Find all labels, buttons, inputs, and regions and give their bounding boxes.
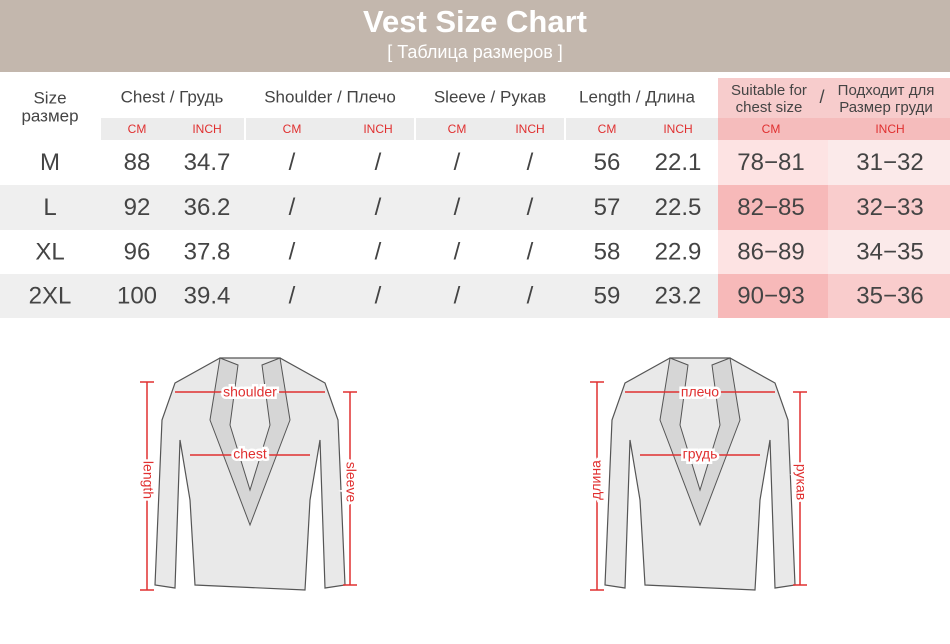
- column-header: Length / Длина: [579, 87, 695, 106]
- cell: 22.5: [655, 194, 702, 221]
- cell: 88: [124, 149, 151, 176]
- jacket-diagram: shoulder chest length sleeve: [138, 357, 362, 591]
- cell: 96: [124, 238, 151, 265]
- cell: /: [454, 149, 461, 176]
- length-label: length: [140, 461, 156, 499]
- suitable-header: Размер груди: [839, 99, 933, 116]
- cell: 36.2: [184, 194, 231, 221]
- column-header: Shoulder / Плечо: [264, 87, 396, 106]
- suitable-header: Suitable for: [731, 82, 807, 99]
- row-bg: [0, 140, 718, 185]
- cell: 22.9: [655, 238, 702, 265]
- cell: /: [527, 194, 534, 221]
- cell: /: [375, 149, 382, 176]
- cell: /: [289, 149, 296, 176]
- size-header: Size: [33, 88, 66, 107]
- cell: 92: [124, 194, 151, 221]
- jacket-outline: [604, 357, 796, 591]
- cell: 37.8: [184, 238, 231, 265]
- unit-label: INCH: [363, 122, 392, 136]
- unit-label: CM: [598, 122, 617, 136]
- row-bg: [0, 230, 718, 274]
- unit-label: CM: [128, 122, 147, 136]
- suitable-cm-bg: [718, 274, 828, 318]
- cell: /: [375, 282, 382, 309]
- title-band: [0, 0, 950, 72]
- cell: /: [454, 238, 461, 265]
- unit-label: INCH: [515, 122, 544, 136]
- unit-label: CM: [448, 122, 467, 136]
- cell: /: [527, 238, 534, 265]
- cell: 58: [594, 238, 621, 265]
- cell: 90−93: [737, 282, 804, 309]
- cell: 56: [594, 149, 621, 176]
- suitable-header: chest size: [736, 99, 803, 116]
- cell: M: [40, 149, 60, 176]
- cell: XL: [35, 238, 64, 265]
- cell: 57: [594, 194, 621, 221]
- jacket-outline: [154, 357, 346, 591]
- cell: 34−35: [856, 238, 923, 265]
- cell: 34.7: [184, 149, 231, 176]
- cell: /: [289, 282, 296, 309]
- cell: 100: [117, 282, 157, 309]
- cell: 31−32: [856, 149, 923, 176]
- unit-label: CM: [762, 122, 781, 136]
- row-bg: [0, 185, 718, 230]
- cell: 39.4: [184, 282, 231, 309]
- cell: /: [289, 238, 296, 265]
- cell: 23.2: [655, 282, 702, 309]
- cell: 82−85: [737, 194, 804, 221]
- suitable-inch-bg: [828, 140, 950, 185]
- cell: L: [43, 194, 56, 221]
- cell: /: [527, 282, 534, 309]
- suitable-cm-bg: [718, 185, 828, 230]
- column-header: Chest / Грудь: [121, 87, 224, 106]
- cell: /: [454, 194, 461, 221]
- shoulder-label: shoulder: [223, 384, 277, 400]
- suitable-header: Подходит для: [838, 82, 935, 99]
- shoulder-label: плечо: [681, 384, 719, 400]
- cell: 78−81: [737, 149, 804, 176]
- suitable-inch-bg: [828, 185, 950, 230]
- title: Vest Size Chart: [363, 4, 587, 39]
- suitable-cm-bg: [718, 140, 828, 185]
- subtitle: [ Таблица размеров ]: [387, 42, 563, 62]
- cell: 86−89: [737, 238, 804, 265]
- cell: /: [289, 194, 296, 221]
- sleeve-label: sleeve: [343, 462, 359, 503]
- cell: /: [375, 238, 382, 265]
- suitable-inch-bg: [828, 274, 950, 318]
- suitable-unit-bg: [718, 118, 950, 140]
- cell: /: [527, 149, 534, 176]
- cell: 2XL: [29, 282, 72, 309]
- row-bg: [0, 274, 718, 318]
- cell: 59: [594, 282, 621, 309]
- header-row-bg: [0, 78, 718, 118]
- cell: /: [454, 282, 461, 309]
- suitable-header-bg: [718, 78, 950, 118]
- cell: /: [375, 194, 382, 221]
- size-header: размер: [21, 106, 78, 125]
- chest-label: chest: [233, 446, 267, 462]
- unit-label: INCH: [663, 122, 692, 136]
- jacket-diagram: плечо грудь длина рукав: [585, 357, 812, 591]
- unit-label: INCH: [875, 122, 904, 136]
- unit-label: INCH: [192, 122, 221, 136]
- sleeve-label: рукав: [793, 464, 809, 500]
- suitable-cm-bg: [718, 230, 828, 274]
- length-label: длина: [588, 460, 604, 500]
- chest-label: грудь: [683, 446, 718, 462]
- jacket-lapel: [209, 357, 291, 527]
- cell: 35−36: [856, 282, 923, 309]
- unit-row-bg: [100, 118, 718, 140]
- column-header: Sleeve / Рукав: [434, 87, 546, 106]
- cell: 22.1: [655, 149, 702, 176]
- suitable-header-sep: /: [819, 87, 824, 107]
- jacket-lapel: [659, 357, 741, 527]
- cell: 32−33: [856, 194, 923, 221]
- suitable-inch-bg: [828, 230, 950, 274]
- unit-label: CM: [283, 122, 302, 136]
